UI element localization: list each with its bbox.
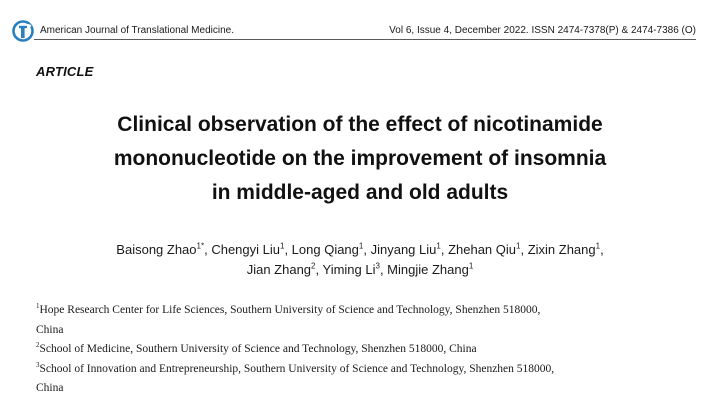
- author: Jian Zhang2,: [246, 261, 323, 277]
- header-divider: [34, 39, 696, 40]
- author: Jinyang Liu1,: [370, 241, 449, 257]
- author-list: Baisong Zhao1*, Chengyi Liu1, Long Qiang…: [20, 240, 700, 280]
- title-line: in middle-aged and old adults: [211, 181, 509, 204]
- author: Zixin Zhang1,: [527, 241, 604, 257]
- author-line-1: Baisong Zhao1*, Chengyi Liu1, Long Qiang…: [20, 240, 700, 260]
- author: Yiming Li3,: [322, 261, 388, 277]
- affiliation-line: China: [36, 382, 64, 394]
- journal-name: American Journal of Translational Medici…: [40, 25, 234, 36]
- journal-logo-icon: [12, 20, 34, 42]
- title-line: mononucleotide on the improvement of ins…: [113, 147, 607, 170]
- article-type-label: ARTICLE: [36, 64, 94, 79]
- author: Long Qiang1,: [291, 241, 371, 257]
- page-header: American Journal of Translational Medici…: [12, 20, 708, 42]
- affiliation-line: 2School of Medicine, Southern University…: [36, 341, 477, 355]
- author: Chengyi Liu1,: [211, 241, 292, 257]
- paper-title: Clinical observation of the effect of ni…: [20, 108, 700, 210]
- affiliation-line: 3School of Innovation and Entrepreneursh…: [36, 360, 555, 375]
- author: Zhehan Qiu1,: [448, 241, 528, 257]
- author: Baisong Zhao1*,: [116, 241, 212, 257]
- title-line: Clinical observation of the effect of ni…: [117, 113, 603, 136]
- affiliation-line: 1Hope Research Center for Life Sciences,…: [36, 302, 541, 316]
- author-line-2: Jian Zhang2, Yiming Li3, Mingjie Zhang1: [20, 260, 700, 280]
- affiliation-line: China: [36, 323, 64, 336]
- issue-info: Vol 6, Issue 4, December 2022. ISSN 2474…: [389, 25, 696, 36]
- author: Mingjie Zhang1: [387, 261, 474, 277]
- affiliation-list: 1Hope Research Center for Life Sciences,…: [36, 301, 656, 399]
